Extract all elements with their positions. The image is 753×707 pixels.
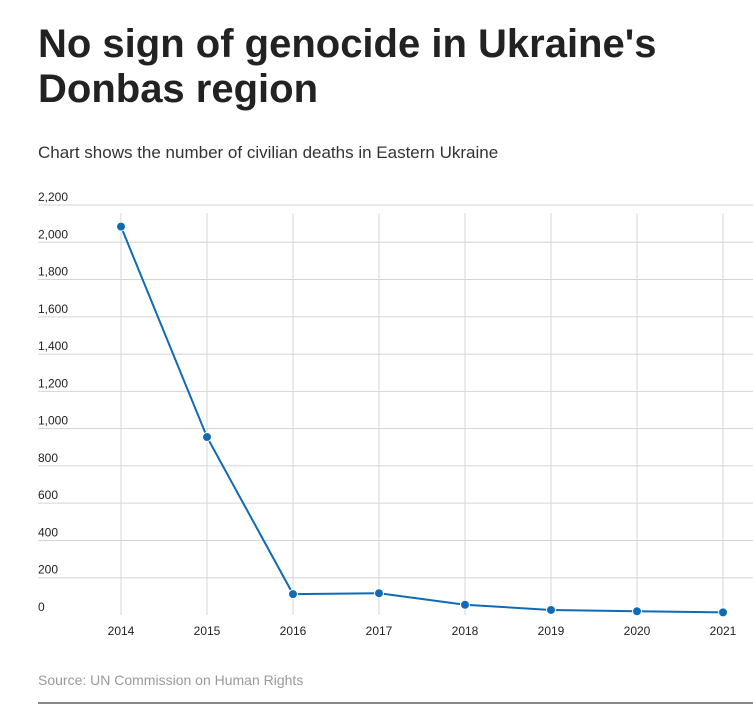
x-tick-label: 2019 [538, 624, 565, 638]
x-tick-label: 2015 [194, 624, 221, 638]
chart-subtitle: Chart shows the number of civilian death… [38, 143, 499, 162]
x-axis-tick-labels: 2014 2015 2016 2017 2018 2019 2020 2021 [108, 624, 737, 638]
data-point [718, 607, 728, 618]
y-tick-label: 1,000 [38, 414, 68, 428]
footer-divider [38, 702, 753, 704]
source-note: Source: UN Commission on Human Rights [38, 672, 304, 688]
x-tick-label: 2018 [452, 624, 479, 638]
data-point [632, 606, 642, 617]
y-tick-label: 1,600 [38, 302, 68, 316]
line-chart: 0 200 400 600 800 1,000 1,200 1,400 1,600 1,800 2,… [38, 190, 753, 638]
horizontal-gridlines [38, 204, 753, 579]
vertical-gridlines [120, 213, 724, 615]
y-tick-label: 1,400 [38, 339, 68, 353]
x-tick-label: 2016 [280, 624, 307, 638]
y-tick-label: 600 [38, 488, 58, 502]
data-point [460, 599, 470, 610]
y-tick-label: 1,200 [38, 376, 68, 390]
y-tick-label: 400 [38, 525, 58, 539]
data-point [546, 604, 556, 615]
data-point [288, 589, 298, 600]
x-tick-label: 2020 [624, 624, 651, 638]
y-tick-label: 200 [38, 563, 58, 577]
y-tick-label: 2,000 [38, 227, 68, 241]
series-line [120, 226, 724, 614]
x-tick-label: 2021 [710, 624, 737, 638]
chart-title: No sign of genocide in Ukraine's Donbas … [38, 22, 657, 111]
data-point [374, 588, 384, 599]
data-point [202, 432, 212, 443]
data-series [116, 221, 728, 618]
y-tick-label: 800 [38, 451, 58, 465]
data-point [116, 221, 126, 232]
x-tick-label: 2014 [108, 624, 135, 638]
y-axis-tick-labels: 0 200 400 600 800 1,000 1,200 1,400 1,600 1,800 2,… [38, 190, 68, 614]
y-tick-label: 2,200 [38, 190, 68, 204]
y-tick-label: 1,800 [38, 265, 68, 279]
y-tick-label: 0 [38, 600, 45, 614]
x-tick-label: 2017 [366, 624, 393, 638]
